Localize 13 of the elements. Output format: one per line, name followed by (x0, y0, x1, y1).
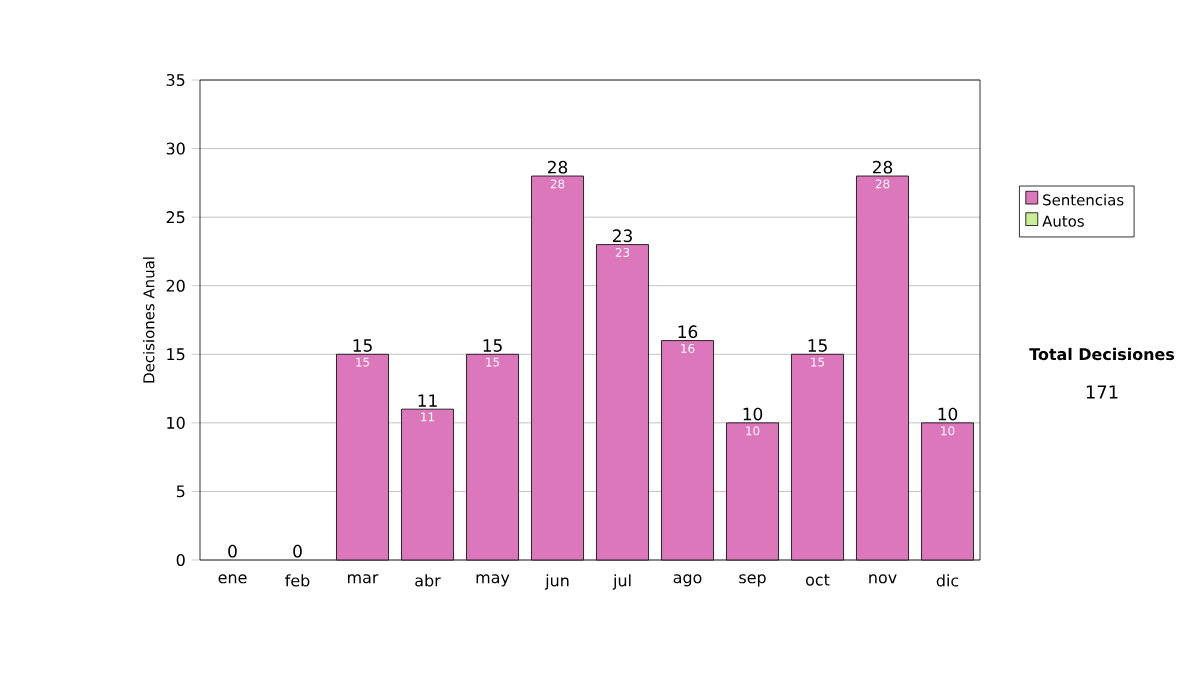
total-label: 28 (547, 160, 568, 174)
total-label: 10 (743, 407, 763, 421)
total-label: 0 (228, 544, 237, 558)
text: 171 (1086, 385, 1118, 399)
total-label: 0 (293, 544, 302, 558)
total-label: 11 (418, 394, 437, 407)
total-label: 15 (483, 339, 502, 352)
total-label: 28 (872, 160, 893, 174)
total-label: 16 (678, 325, 698, 339)
total-label: 15 (808, 339, 827, 352)
total-label: 23 (612, 229, 632, 243)
total-label: 15 (353, 339, 372, 352)
total-label: 10 (938, 407, 958, 421)
